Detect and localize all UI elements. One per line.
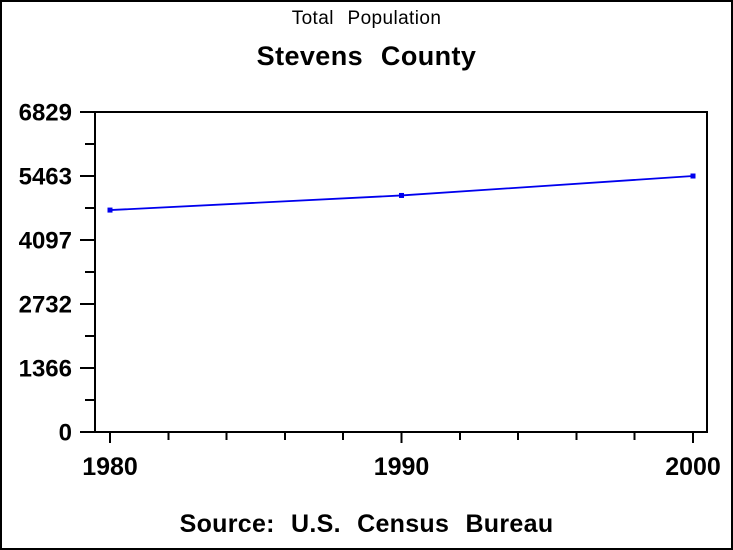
y-axis-tick-label: 1366 bbox=[19, 355, 72, 382]
y-axis-tick-label: 4097 bbox=[19, 228, 72, 255]
y-axis-tick-label: 2732 bbox=[19, 291, 72, 318]
chart-title: Stevens County bbox=[256, 41, 477, 71]
x-axis-tick-label: 1980 bbox=[82, 453, 138, 481]
plot-frame bbox=[94, 111, 708, 433]
data-point-marker bbox=[399, 192, 404, 198]
source-note: Source: U.S. Census Bureau bbox=[179, 510, 554, 538]
data-point-marker bbox=[690, 173, 696, 179]
x-axis-tick-label: 1990 bbox=[374, 453, 430, 481]
chart-subtitle: Total Population bbox=[291, 8, 442, 29]
y-axis-tick-label: 6829 bbox=[19, 100, 72, 127]
x-axis-tick-label: 2000 bbox=[665, 453, 721, 481]
data-point-marker bbox=[107, 207, 113, 213]
y-axis-tick-label: 0 bbox=[59, 420, 72, 447]
y-axis-tick-label: 5463 bbox=[19, 164, 72, 191]
